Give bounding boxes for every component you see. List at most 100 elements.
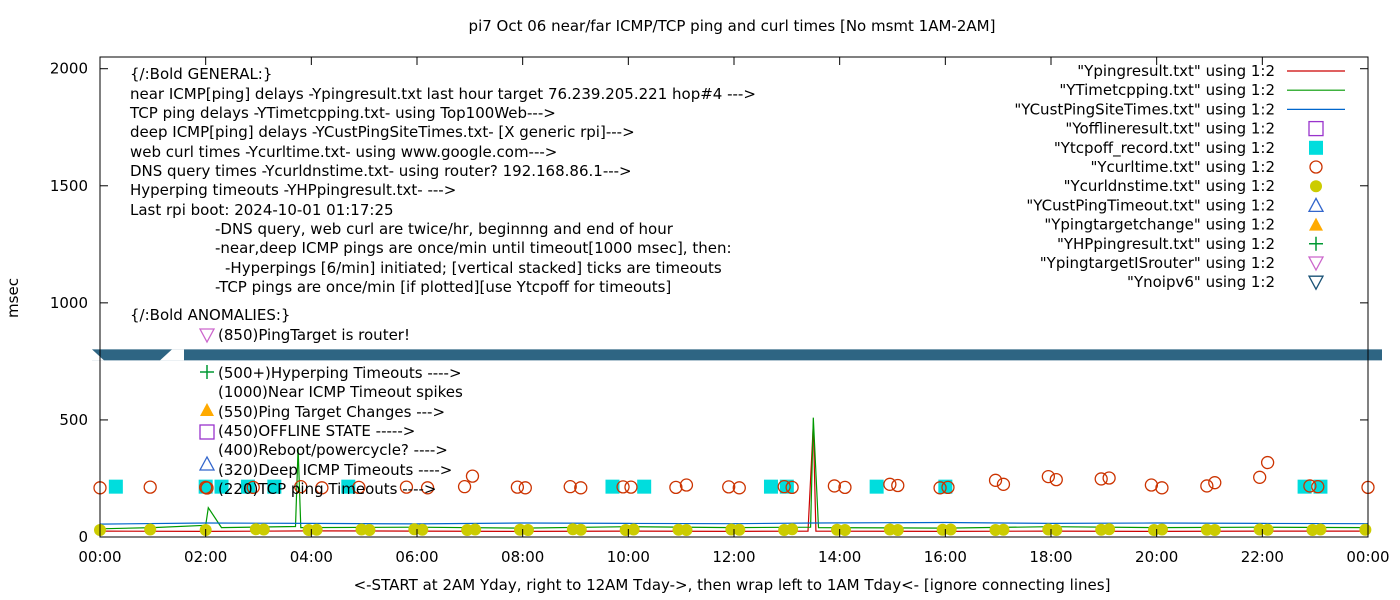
data-point [1261, 523, 1274, 536]
data-point [827, 479, 842, 493]
data-point [457, 480, 472, 494]
data-point [521, 523, 534, 536]
x-tick-label: 22:00 [1241, 548, 1284, 566]
annotation-text: near ICMP[ping] delays -Ypingresult.txt … [130, 85, 756, 103]
data-point [246, 480, 260, 495]
legend-marker-swatch [1307, 197, 1325, 213]
noipv6-band-notch [160, 349, 184, 361]
data-point [574, 523, 587, 536]
data-point [933, 481, 947, 495]
annotation-offline-icon [199, 424, 215, 440]
data-point [891, 478, 905, 493]
data-point [1155, 523, 1168, 536]
data-point [294, 480, 308, 494]
data-point [1359, 523, 1372, 536]
data-point [722, 480, 736, 494]
data-point [785, 480, 799, 495]
data-point [1102, 471, 1116, 485]
annotation-text: -DNS query, web curl are twice/hr, begin… [215, 220, 674, 238]
series-4 [108, 479, 1328, 494]
x-tick-label: 14:00 [818, 548, 861, 566]
legend-marker-swatch [1308, 120, 1324, 137]
noipv6-band [92, 349, 1382, 361]
data-point [510, 480, 525, 494]
data-point [786, 523, 799, 536]
data-point [669, 480, 683, 495]
data-point [996, 477, 1011, 491]
axes: 0 500 1000 1500 2000 00:00 02:00 04:00 06:00 08:0… [50, 56, 1390, 566]
legend-marker-swatch [1309, 236, 1323, 251]
data-point [1200, 479, 1214, 493]
data-point [563, 480, 577, 494]
y-axis-label: msec [4, 278, 22, 318]
data-point [1314, 523, 1327, 536]
data-point [624, 480, 638, 494]
x-tick-label: 00:00 [78, 548, 121, 566]
data-point [605, 479, 620, 494]
data-point [616, 480, 630, 494]
series-line [99, 521, 1369, 525]
legend-marker-swatch [1310, 180, 1322, 193]
legend-entry-label: "Ypingtargetchange" using 1:2 [1044, 216, 1275, 234]
data-point [988, 473, 1003, 487]
chart-title: pi7 Oct 06 near/far ICMP/TCP ping and cu… [469, 17, 996, 35]
data-point [732, 481, 746, 495]
legend-entry-label: "Ynoipv6" using 1:2 [1127, 273, 1275, 291]
annotation-text: (450)OFFLINE STATE -----> [218, 422, 415, 440]
data-point [416, 523, 429, 536]
annotation-deep-timeout-icon [198, 455, 216, 471]
data-point [941, 480, 955, 495]
annotation-text: Last rpi boot: 2024-10-01 01:17:25 [130, 201, 394, 219]
data-point [680, 523, 693, 536]
data-point [779, 479, 794, 494]
y-tick-label: 2000 [50, 60, 88, 78]
annotation-text: {/:Bold ANOMALIES:} [130, 306, 290, 324]
x-tick-label: 12:00 [712, 548, 755, 566]
data-point [1103, 523, 1116, 536]
legend-entry-label: "Ycurldnstime.txt" using 1:2 [1064, 177, 1275, 195]
x-tick-label: 18:00 [1029, 548, 1072, 566]
noipv6-band-bar [92, 349, 1382, 361]
series-5 [93, 455, 1375, 495]
series-2 [99, 521, 1369, 525]
annotation-text: (500+)Hyperping Timeouts ----> [218, 364, 462, 382]
data-point [574, 481, 588, 495]
data-point [518, 481, 532, 495]
data-point [777, 480, 791, 494]
legend-entry-label: "Ytcpoff_record.txt" using 1:2 [1054, 139, 1275, 158]
data-point [108, 479, 123, 494]
data-point [883, 477, 897, 491]
legend-entry-label: "Yofflineresult.txt" using 1:2 [1065, 120, 1275, 138]
legend-entry-label: "YTimetcpping.txt" using 1:2 [1059, 81, 1275, 99]
legend-marker-swatch [1307, 256, 1325, 272]
data-point [310, 523, 323, 536]
data-point [1155, 481, 1169, 495]
data-point [637, 479, 652, 494]
data-point [1311, 480, 1325, 494]
annotation-text: web curl times -Ycurltime.txt- using www… [130, 143, 557, 161]
legend-marker-swatch [1309, 160, 1323, 174]
annotation-router-icon [198, 328, 216, 344]
data-point [838, 480, 852, 495]
y-tick-label: 1000 [50, 294, 88, 312]
annotation-tcp-timeout-icon [200, 481, 214, 495]
annotation-text: (320)Deep ICMP Timeouts ----> [218, 461, 452, 479]
data-point [469, 523, 482, 536]
x-tick-label: 00:00 [1346, 548, 1389, 566]
annotation-text: (400)Reboot/powercycle? ----> [218, 441, 448, 459]
data-point [341, 479, 356, 494]
data-point [1253, 470, 1267, 484]
data-point [315, 481, 329, 495]
y-tick-label: 0 [78, 528, 88, 546]
data-point [143, 480, 157, 494]
legend-entry-label: "Ycurltime.txt" using 1:2 [1090, 158, 1275, 176]
annotation-text: deep ICMP[ping] delays -YCustPingSiteTim… [130, 123, 635, 141]
annotation-text: TCP ping delays -YTimetcpping.txt- using… [129, 104, 556, 122]
legend-entry-label: "Ypingresult.txt" using 1:2 [1077, 62, 1275, 80]
data-point [214, 479, 229, 494]
x-tick-label: 16:00 [924, 548, 967, 566]
data-point [267, 479, 282, 494]
data-point [1208, 476, 1222, 490]
legend-entry-label: "YHPpingresult.txt" using 1:2 [1057, 235, 1275, 253]
